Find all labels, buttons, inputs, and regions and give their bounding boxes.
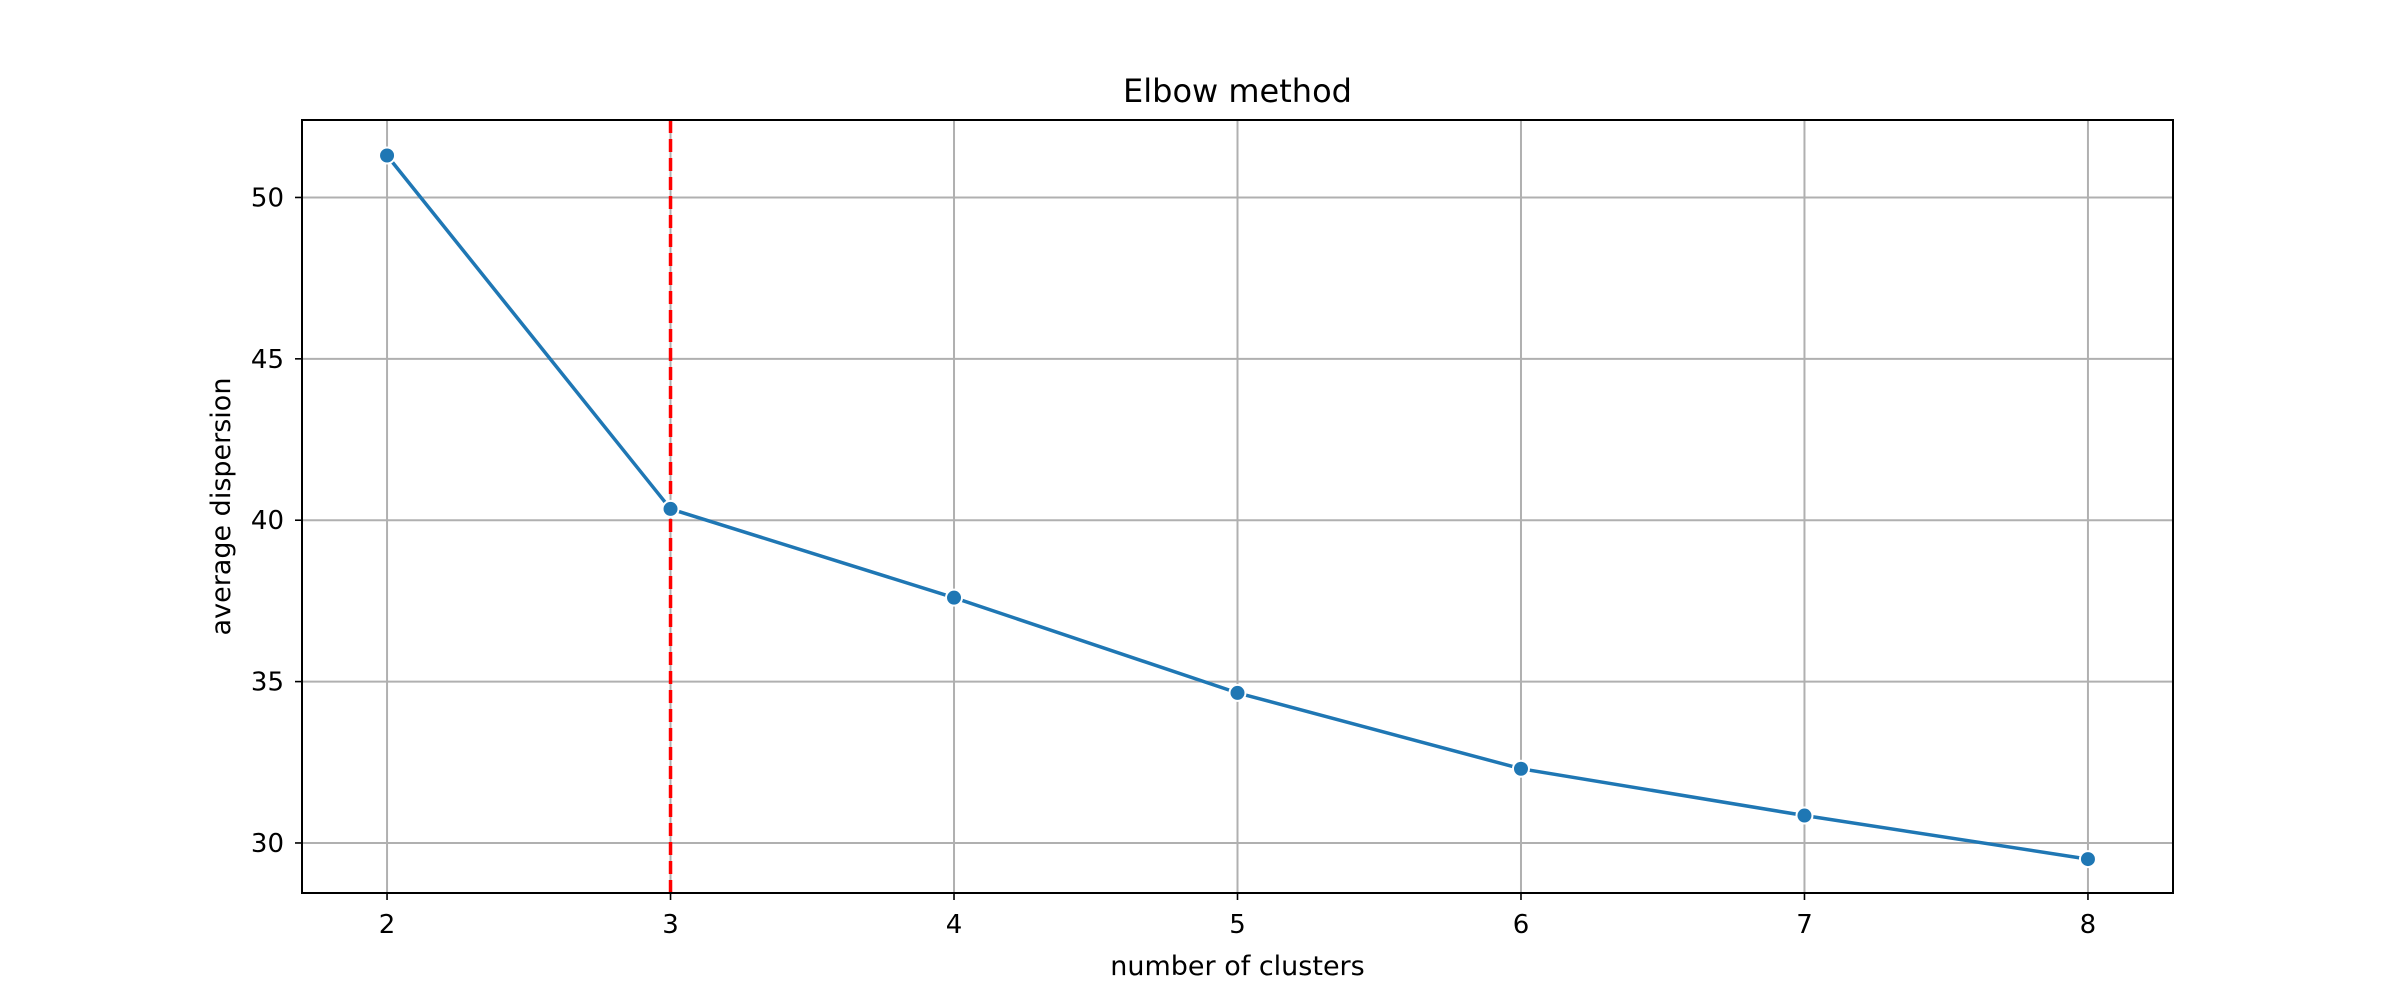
x-tick-label: 5 <box>1229 910 1246 940</box>
x-tick-label: 6 <box>1513 910 1530 940</box>
data-point <box>1511 759 1530 778</box>
data-point <box>1795 806 1814 825</box>
grid <box>302 120 2173 893</box>
y-tick-label: 45 <box>251 345 284 375</box>
series-layer <box>378 146 2097 869</box>
data-point <box>945 588 964 607</box>
data-point <box>2078 850 2097 869</box>
x-tick-label: 4 <box>946 910 963 940</box>
y-tick-label: 40 <box>251 506 284 536</box>
chart-title: Elbow method <box>1123 72 1352 110</box>
y-axis-label: average dispersion <box>206 378 237 636</box>
x-axis-label: number of clusters <box>1110 951 1364 982</box>
data-point <box>378 146 397 165</box>
x-tick-label: 2 <box>379 910 396 940</box>
data-point <box>1228 683 1247 702</box>
x-tick-label: 8 <box>2080 910 2097 940</box>
y-tick-label: 35 <box>251 668 284 698</box>
y-tick-label: 30 <box>251 829 284 859</box>
x-tick-label: 3 <box>662 910 679 940</box>
y-tick-label: 50 <box>251 183 284 213</box>
x-tick-label: 7 <box>1796 910 1813 940</box>
data-point <box>661 499 680 518</box>
